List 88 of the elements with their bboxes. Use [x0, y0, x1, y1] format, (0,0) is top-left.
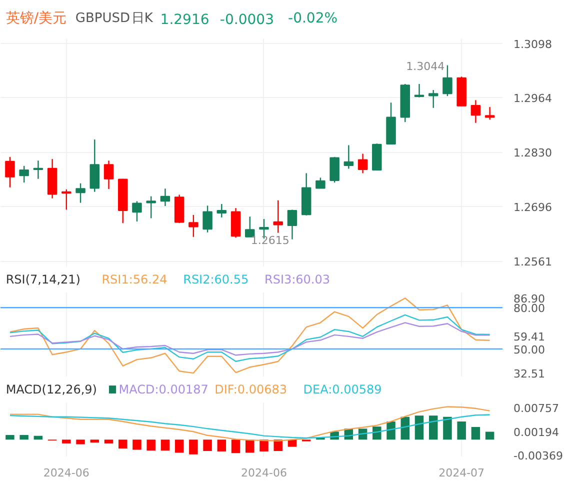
candlestick	[273, 200, 283, 234]
bar	[471, 426, 480, 440]
bar	[132, 440, 142, 450]
candlestick	[216, 203, 227, 218]
x-tick-label: 2024-06	[43, 466, 90, 480]
bar	[90, 440, 100, 443]
y-tick-label: 1.2830	[514, 146, 552, 160]
x-tick-label: 2024-06	[241, 466, 287, 480]
bar	[189, 440, 198, 454]
chart-title: MACD(12,26,9)	[6, 382, 97, 396]
bar	[20, 434, 28, 440]
bar	[160, 440, 170, 451]
bar	[62, 440, 71, 444]
y-tick-label: 1.2696	[514, 200, 552, 214]
text: RSI2:60.55	[183, 272, 249, 286]
y-tick-label: 1.3098	[514, 38, 552, 51]
candlestick	[146, 196, 156, 219]
bar	[414, 416, 424, 440]
annotation: 1.2615	[250, 234, 290, 247]
chart-subtitle: GBPUSD	[75, 11, 130, 26]
candlestick	[344, 144, 354, 170]
x-tick-label: 2024-07	[438, 466, 485, 480]
bar	[104, 440, 114, 444]
candlestick	[76, 182, 86, 204]
bar	[400, 416, 410, 440]
bar	[428, 416, 438, 440]
candlestick	[19, 165, 29, 184]
candlestick	[330, 156, 340, 184]
bar	[231, 440, 240, 454]
candlestick	[132, 200, 142, 222]
bar	[246, 440, 254, 453]
bar	[217, 440, 226, 452]
line-series	[9, 322, 490, 356]
bar	[443, 416, 452, 440]
bar	[76, 440, 85, 444]
bar	[372, 426, 382, 440]
candlestick	[245, 216, 255, 238]
y-tick-label: 59.41	[514, 330, 545, 344]
candlestick	[287, 209, 298, 240]
y-tick-label: 32.51	[514, 368, 545, 381]
text: DEA:0.00589	[303, 382, 382, 396]
candlestick	[428, 89, 438, 108]
candlestick	[5, 156, 15, 188]
y-tick-label: 80.00	[514, 302, 545, 316]
bar	[485, 432, 494, 440]
bar	[288, 440, 297, 447]
text: RSI3:60.03	[264, 272, 330, 286]
line-series	[9, 314, 490, 362]
bar	[457, 421, 466, 440]
candlestick	[442, 64, 452, 97]
candlestick	[188, 214, 198, 238]
candlestick	[90, 138, 100, 192]
candlestick	[470, 100, 481, 124]
candlestick	[316, 177, 326, 189]
candlestick	[484, 106, 495, 120]
bar	[260, 440, 268, 452]
candlestick	[62, 188, 72, 210]
candlestick	[358, 153, 368, 174]
bar	[6, 434, 14, 440]
y-tick-label: 0.00194	[514, 426, 559, 439]
bar	[118, 440, 128, 448]
line-series	[9, 298, 490, 374]
line-series	[9, 406, 490, 442]
bar	[203, 440, 212, 452]
y-tick-label: 50.00	[514, 343, 545, 356]
annotation: 1.3044	[406, 60, 445, 73]
text: -0.02%	[288, 10, 338, 26]
y-tick-label: 1.2964	[514, 92, 552, 106]
text: -0.0003	[220, 12, 274, 28]
chart-title: 英镑/美元	[6, 10, 67, 26]
y-tick-label: 0.00757	[514, 402, 559, 416]
bar	[174, 440, 184, 453]
candlestick	[202, 205, 212, 234]
text: DIF:0.00683	[214, 382, 288, 396]
candlestick	[104, 160, 114, 190]
text: 1.2916	[160, 12, 210, 28]
y-tick-label: 1.2561	[514, 256, 552, 269]
candlestick	[160, 188, 170, 207]
candlestick	[414, 83, 424, 98]
line-series	[9, 414, 490, 439]
bar	[386, 421, 396, 440]
legend-label: MACD:0.00187	[118, 382, 208, 396]
y-tick-label: -0.00369	[514, 450, 563, 463]
candlestick	[33, 160, 44, 180]
text: RSI1:56.24	[102, 272, 168, 286]
bar	[146, 440, 156, 451]
text: 日K	[131, 11, 154, 26]
chart-title: RSI(7,14,21)	[6, 272, 81, 286]
